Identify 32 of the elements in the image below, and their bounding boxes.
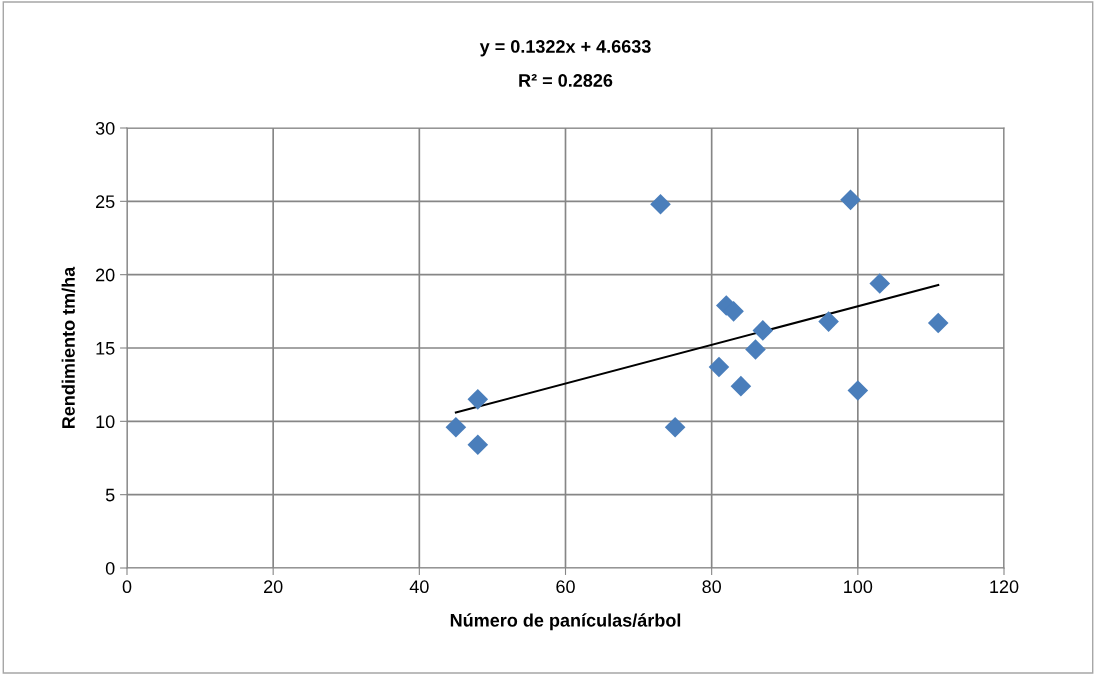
- chart-subtitle: R² = 0.2826: [519, 74, 613, 87]
- y-axis-title: Rendimiento tm/ha: [61, 266, 76, 429]
- point: [730, 375, 752, 397]
- point: [445, 416, 467, 438]
- point: [650, 193, 671, 215]
- x-axis-title: Número de panículas/árbol: [450, 613, 681, 631]
- y-tick-label: 5: [105, 488, 115, 502]
- x-tick-label: 40: [409, 580, 429, 594]
- point: [752, 320, 774, 341]
- y-tick-label: 15: [96, 342, 115, 355]
- x-tick-label: 80: [702, 580, 721, 594]
- point: [664, 416, 686, 438]
- x-tick-label: 60: [556, 580, 575, 594]
- y-tick-label: 30: [95, 121, 115, 135]
- y-tick-label: 0: [105, 561, 115, 575]
- x-tick-label: 0: [122, 580, 132, 594]
- point: [927, 312, 949, 334]
- y-tick-label: 10: [96, 415, 115, 429]
- point: [467, 434, 489, 456]
- point: [818, 311, 839, 332]
- point: [708, 356, 730, 378]
- x-tick-label: 100: [844, 580, 873, 594]
- y-tick-label: 20: [96, 268, 115, 282]
- chart-title: y = 0.1322x + 4.6633: [479, 40, 651, 57]
- point: [745, 339, 766, 360]
- point: [840, 189, 861, 211]
- y-tick-label: 25: [96, 195, 115, 209]
- point: [467, 389, 489, 410]
- x-tick-label: 120: [990, 580, 1019, 594]
- point: [869, 273, 891, 294]
- point: [847, 380, 869, 401]
- x-tick-label: 20: [264, 580, 283, 594]
